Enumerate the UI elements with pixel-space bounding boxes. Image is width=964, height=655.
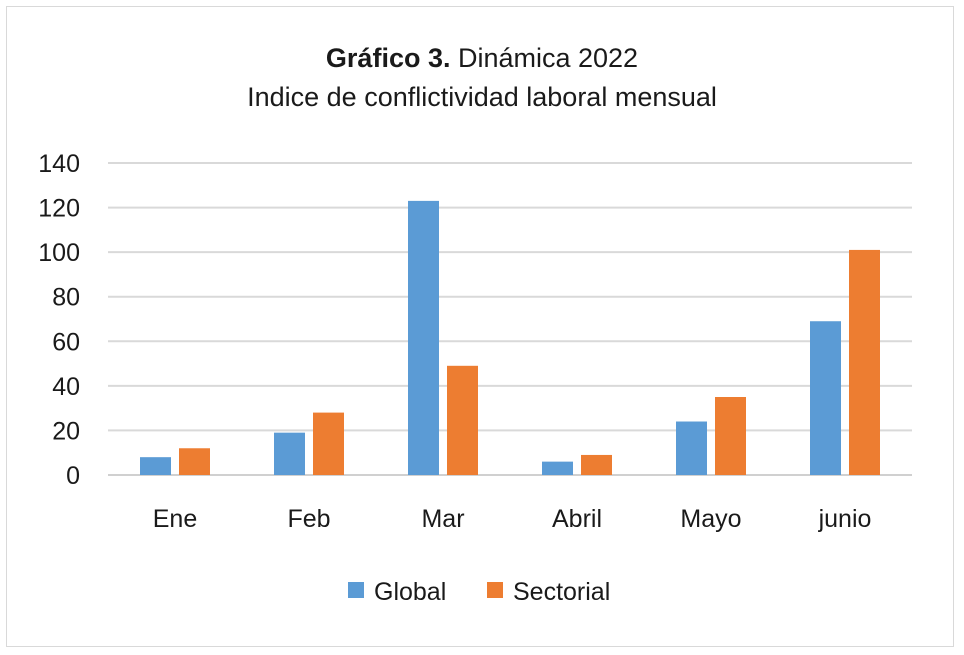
chart-frame [6, 6, 954, 647]
y-tick-label: 80 [52, 284, 80, 312]
y-tick-label: 100 [38, 239, 80, 267]
bar-sectorial-mayo [715, 397, 746, 475]
y-tick-label: 20 [52, 417, 80, 445]
x-tick-label: Mar [421, 505, 464, 533]
bar-global-mayo [676, 421, 707, 475]
y-tick-label: 60 [52, 328, 80, 356]
bars [140, 200, 880, 475]
bar-global-mar [408, 200, 439, 475]
bar-global-junio [810, 321, 841, 475]
legend-swatch-sectorial [487, 582, 503, 598]
bar-sectorial-ene [179, 448, 210, 475]
chart-title-rest: Dinámica 2022 [450, 43, 638, 73]
legend-swatch-global [348, 582, 364, 598]
legend: Global Sectorial [348, 578, 610, 606]
y-tick-label: 120 [38, 195, 80, 223]
bar-sectorial-mar [447, 365, 478, 475]
x-tick-label: Feb [287, 505, 330, 533]
bar-global-abril [542, 461, 573, 475]
chart-title: Gráfico 3. Dinámica 2022 [326, 43, 638, 73]
x-tick-label: Mayo [680, 505, 741, 533]
x-tick-label: junio [818, 505, 872, 533]
x-axis-ticks: Ene Feb Mar Abril Mayo junio [153, 505, 872, 533]
chart-subtitle: Indice de conflictividad laboral mensual [247, 82, 717, 112]
legend-label-global: Global [374, 578, 446, 606]
bar-global-feb [274, 432, 305, 475]
chart-title-bold: Gráfico 3. [326, 43, 451, 73]
legend-label-sectorial: Sectorial [513, 578, 610, 606]
gridlines [108, 162, 912, 476]
bar-sectorial-abril [581, 454, 612, 475]
bar-global-ene [140, 457, 171, 475]
y-tick-label: 40 [52, 373, 80, 401]
y-tick-label: 140 [38, 150, 80, 178]
bar-sectorial-feb [313, 412, 344, 475]
x-tick-label: Ene [153, 505, 197, 533]
y-tick-label: 0 [66, 462, 80, 490]
x-tick-label: Abril [552, 505, 602, 533]
bar-sectorial-junio [849, 249, 880, 475]
y-axis-ticks: 0 20 40 60 80 100 120 140 [38, 150, 80, 490]
